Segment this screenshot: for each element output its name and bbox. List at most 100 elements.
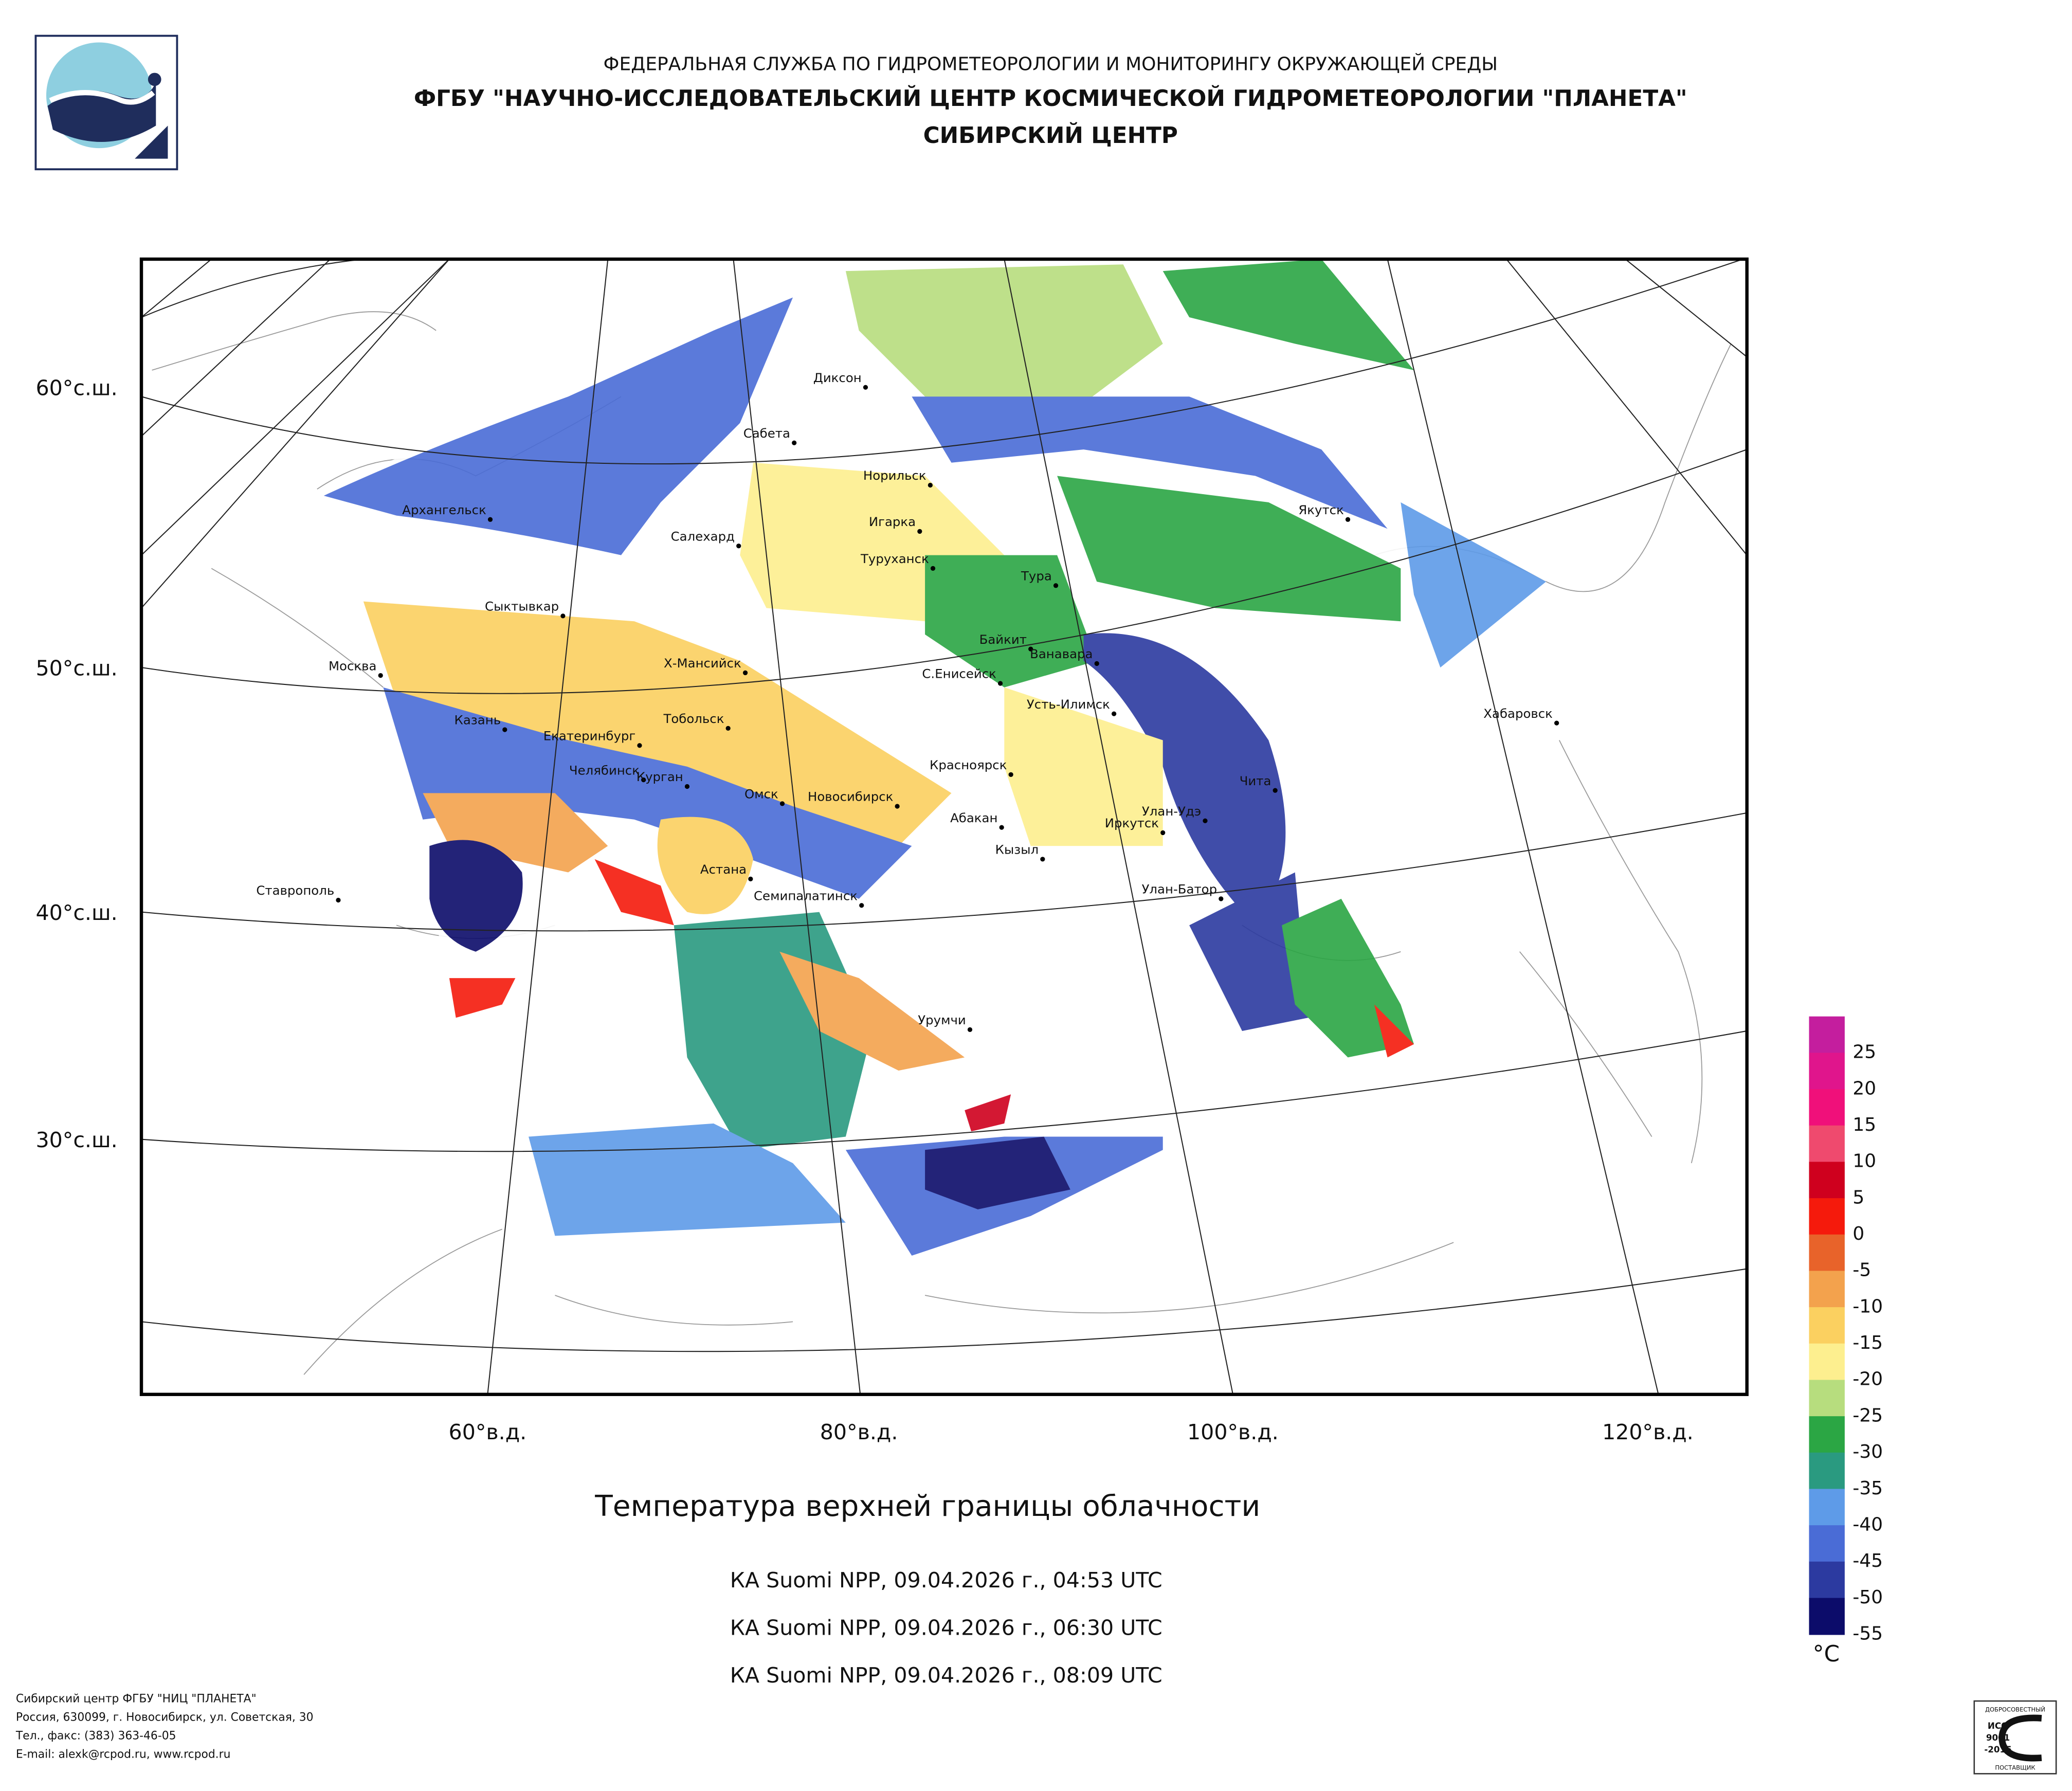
city-dot [742,670,748,676]
legend-tick-label: -20 [1852,1369,1883,1390]
subtitle: КА Suomi NPP, 09.04.2026 г., 06:30 UTC [730,1616,1162,1640]
badge-text: 9001 [1986,1732,2010,1743]
city-label: Семипалатинск [754,888,858,903]
header-line: ФГБУ "НАУЧНО-ИССЛЕДОВАТЕЛЬСКИЙ ЦЕНТР КОС… [414,84,1687,112]
city-dot [637,743,642,748]
city-label: Байкит [979,632,1027,647]
city-label: Абакан [950,810,997,825]
legend-swatch [1809,1343,1845,1381]
city-label: Кызыл [995,842,1039,857]
legend-tick-label: 25 [1852,1042,1876,1063]
city-label: Астана [700,862,747,877]
subtitle: КА Suomi NPP, 09.04.2026 г., 04:53 UTC [730,1568,1162,1593]
city-dot [1053,583,1059,588]
legend-tick-label: -40 [1852,1514,1883,1535]
city-dot [1160,830,1166,836]
legend-unit: °C [1813,1641,1840,1667]
city-dot [748,876,753,881]
legend-swatch [1809,1234,1845,1272]
city-dot [928,482,933,488]
city-dot [1094,661,1099,666]
badge-text: ДОБРОСОВЕСТНЫЙ [1985,1706,2045,1713]
lon-label: 100°в.д. [1187,1420,1279,1444]
city-dot [930,566,936,571]
axis-labels: 60°с.ш. 50°с.ш. 40°с.ш. 30°с.ш. 60°в.д. 80°в.… [35,376,1693,1444]
color-legend: °C 25 20 15 10 5 0 -5 -10 -15 -20 -25 -30 -35 -40 -45 -… [1809,1016,1883,1667]
city-label: Челябинск [569,763,640,777]
lon-label: 80°в.д. [820,1420,898,1444]
city-dot [1203,818,1208,823]
city-dot [779,801,785,806]
legend-tick-label: -50 [1852,1587,1883,1608]
footer: Сибирский центр ФГБУ "НИЦ "ПЛАНЕТА" Росс… [15,1693,314,1761]
city-dot [684,784,690,789]
footer-line: Сибирский центр ФГБУ "НИЦ "ПЛАНЕТА" [16,1693,257,1706]
title: Температура верхней границы облачности [594,1490,1260,1523]
legend-tick-label: -30 [1852,1441,1883,1462]
legend-swatch [1809,1416,1845,1454]
city-label: Улан-Батор [1142,882,1217,897]
lon-label: 120°в.д. [1602,1420,1694,1444]
city-dot [997,681,1003,686]
city-dot [859,903,864,908]
footer-line: E-mail: alexk@rcpod.ru, www.rcpod.ru [16,1748,231,1761]
city-dot [792,440,797,445]
city-dot [1112,711,1117,716]
map-frame [139,257,1749,1396]
city-label: Якутск [1298,502,1344,517]
legend-tick-label: -25 [1852,1405,1883,1426]
header: ФЕДЕРАЛЬНАЯ СЛУЖБА ПО ГИДРОМЕТЕОРОЛОГИИ … [414,53,1687,148]
footer-line: Россия, 630099, г. Новосибирск, ул. Сове… [16,1711,314,1724]
city-label: Тура [1021,569,1052,584]
badge-text: -2015 [1984,1744,2011,1754]
city-dot [560,613,566,619]
city-dot [378,673,383,678]
legend-swatch [1809,1380,1845,1417]
city-dot [336,897,341,903]
legend-tick-label: 0 [1852,1223,1864,1244]
legend-swatch [1809,1561,1845,1599]
city-dot [895,804,900,809]
legend-tick-label: 5 [1852,1187,1864,1208]
map: Диксон Сабета Норильск Архангельск Игарка Сал… [141,259,1747,1395]
legend-tick-label: 15 [1852,1114,1876,1135]
city-dot [736,544,741,549]
subtitle: КА Suomi NPP, 09.04.2026 г., 08:09 UTC [730,1663,1162,1688]
city-label: Курган [637,769,683,784]
legend-swatch [1809,1053,1845,1090]
city-dot [1219,896,1224,901]
legend-tick-label: -45 [1852,1550,1883,1571]
header-line: СИБИРСКИЙ ЦЕНТР [923,121,1178,149]
lat-label: 40°с.ш. [35,900,117,925]
city-label: Туруханск [860,551,929,566]
badge-text: ИСО [1988,1721,2008,1731]
footer-line: Тел., факс: (383) 363-46-05 [15,1730,176,1743]
legend-swatch [1809,1016,1845,1054]
legend-swatch [1809,1271,1845,1308]
cloud-imagery [323,259,1547,1256]
city-label: Салехард [671,529,735,544]
city-label: Ставрополь [256,883,334,898]
legend-swatch [1809,1452,1845,1490]
legend-swatch [1809,1307,1845,1345]
city-dot [863,385,868,390]
city-dot [502,727,507,732]
logo [34,34,178,171]
graticule [141,259,1747,1395]
lon-label: 60°в.д. [449,1420,527,1444]
lat-label: 50°с.ш. [35,656,117,681]
lat-label: 60°с.ш. [35,376,117,401]
legend-tick-label: -15 [1852,1332,1883,1353]
legend-swatch [1809,1125,1845,1163]
legend-tick-label: -5 [1852,1260,1871,1281]
city-label: Игарка [869,514,916,529]
city-label: Сыктывкар [485,599,559,614]
city-label: Красноярск [930,757,1007,772]
legend-swatch [1809,1598,1845,1635]
badge-text: ПОСТАВЩИК [1995,1764,2035,1771]
legend-swatch [1809,1162,1845,1199]
city-dot [487,517,493,522]
city-label: Норильск [863,468,926,483]
legend-swatch [1809,1525,1845,1563]
